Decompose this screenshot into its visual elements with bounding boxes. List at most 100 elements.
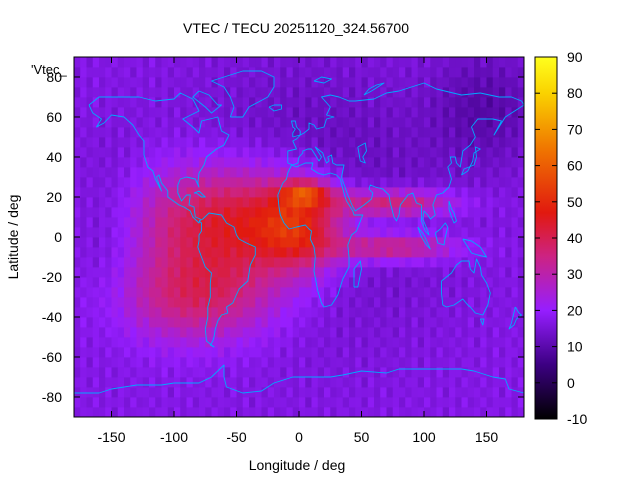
heatmap-cell [80, 267, 87, 278]
heatmap-cell [111, 167, 119, 178]
heatmap-cell [80, 127, 87, 138]
heatmap-cell [142, 77, 150, 88]
heatmap-cell [86, 117, 94, 128]
heatmap-cell [117, 207, 125, 218]
heatmap-cell [161, 197, 169, 208]
heatmap-cell [224, 387, 231, 398]
heatmap-cell [274, 97, 281, 108]
heatmap-cell [492, 207, 500, 218]
heatmap-cell [99, 357, 106, 368]
heatmap-cell [92, 247, 100, 258]
heatmap-cell [174, 87, 181, 98]
coastline-path [357, 142, 367, 164]
heatmap-cell [255, 317, 262, 328]
heatmap-cell [430, 107, 437, 118]
heatmap-cell [142, 67, 150, 78]
heatmap-cell [111, 57, 119, 68]
heatmap-cell [474, 97, 481, 108]
heatmap-cell [186, 397, 194, 408]
heatmap-cell [242, 327, 250, 338]
heatmap-cell [111, 117, 119, 128]
heatmap-cell [261, 257, 269, 268]
heatmap-cell [405, 267, 412, 278]
heatmap-cell [474, 247, 481, 258]
heatmap-cell [317, 257, 325, 268]
heatmap-cell [217, 97, 225, 108]
heatmap-cell [355, 77, 362, 88]
heatmap-cell [161, 387, 169, 398]
heatmap-cell [130, 227, 137, 238]
heatmap-cell [511, 407, 519, 418]
heatmap-cell [249, 377, 256, 388]
heatmap-cell [411, 297, 419, 308]
heatmap-cell [517, 317, 525, 328]
heatmap-cell [511, 217, 519, 228]
heatmap-cell [492, 347, 500, 358]
heatmap-cell [424, 277, 431, 288]
heatmap-cell [142, 377, 150, 388]
heatmap-cell [180, 107, 187, 118]
heatmap-cell [461, 87, 469, 98]
heatmap-cell [142, 207, 150, 218]
heatmap-cell [486, 357, 494, 368]
heatmap-cell [474, 267, 481, 278]
heatmap-cell [174, 197, 181, 208]
heatmap-cell [355, 97, 362, 108]
heatmap-cell [286, 367, 294, 378]
heatmap-cell [299, 67, 306, 78]
heatmap-cell [292, 87, 300, 98]
heatmap-cell [249, 127, 256, 138]
heatmap-cell [399, 257, 406, 268]
heatmap-cell [249, 257, 256, 268]
heatmap-cell [386, 207, 394, 218]
heatmap-cell [342, 347, 350, 358]
heatmap-cell [86, 67, 94, 78]
heatmap-cell [86, 277, 94, 288]
heatmap-cell [274, 327, 281, 338]
heatmap-cell [474, 227, 481, 238]
heatmap-cell [180, 357, 187, 368]
heatmap-cell [336, 407, 344, 418]
heatmap-cell [349, 267, 356, 278]
heatmap-cell [299, 387, 306, 398]
heatmap-cell [249, 367, 256, 378]
heatmap-cell [455, 337, 462, 348]
heatmap-cell [392, 187, 400, 198]
heatmap-cell [242, 237, 250, 248]
heatmap-cell [424, 167, 431, 178]
heatmap-cell [174, 287, 181, 298]
heatmap-cell [311, 357, 319, 368]
heatmap-cell [299, 297, 306, 308]
heatmap-cell [367, 307, 375, 318]
heatmap-cell [230, 317, 237, 328]
heatmap-cell [442, 317, 450, 328]
heatmap-cell [436, 287, 444, 298]
heatmap-cell [436, 177, 444, 188]
heatmap-cell [492, 227, 500, 238]
heatmap-cell [367, 247, 375, 258]
heatmap-cell [224, 257, 231, 268]
heatmap-cell [261, 407, 269, 418]
heatmap-cell [105, 247, 112, 258]
heatmap-cell [142, 387, 150, 398]
heatmap-cell [292, 287, 300, 298]
heatmap-cell [386, 107, 394, 118]
heatmap-cell [236, 257, 244, 268]
heatmap-cell [117, 67, 125, 78]
heatmap-cell [349, 317, 356, 328]
heatmap-cell [461, 347, 469, 358]
heatmap-cell [161, 277, 169, 288]
heatmap-cell [80, 107, 87, 118]
heatmap-cell [180, 277, 187, 288]
heatmap-cell [142, 267, 150, 278]
heatmap-cell [192, 127, 200, 138]
heatmap-cell [305, 127, 312, 138]
heatmap-cell [417, 217, 425, 228]
heatmap-cell [230, 387, 237, 398]
heatmap-cell [417, 357, 425, 368]
heatmap-cell [161, 347, 169, 358]
heatmap-cell [167, 267, 175, 278]
heatmap-cell [486, 137, 494, 148]
heatmap-cell [374, 137, 381, 148]
heatmap-cell [474, 137, 481, 148]
